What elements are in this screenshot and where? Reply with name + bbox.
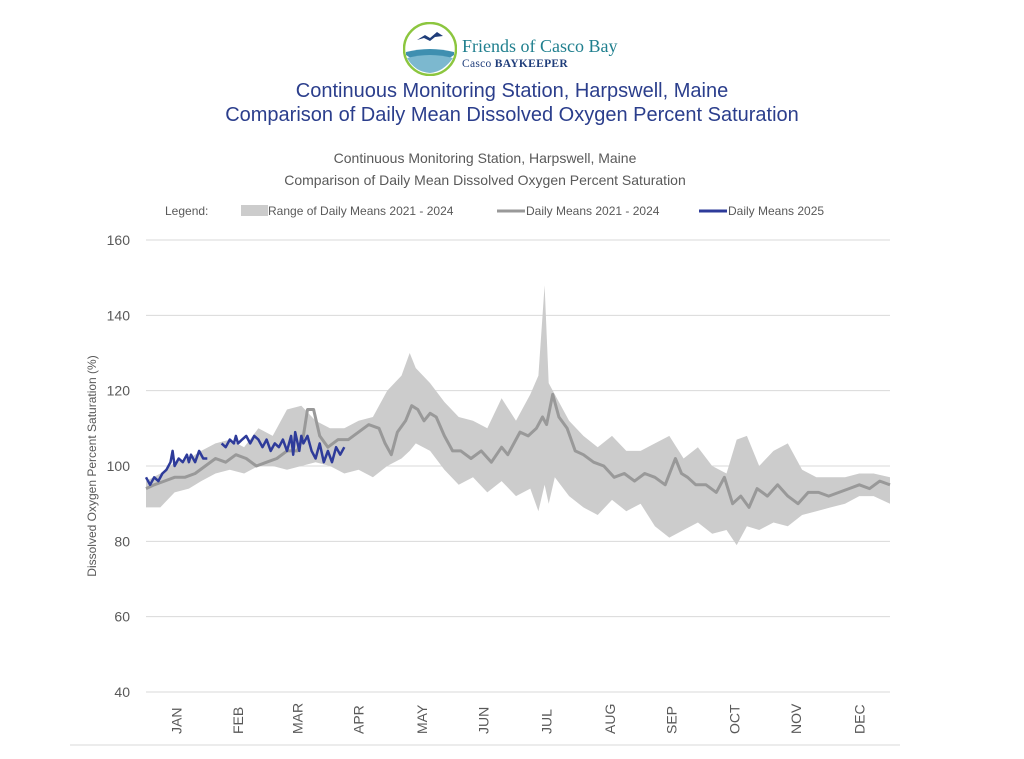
page-title-line2: Comparison of Daily Mean Dissolved Oxyge…	[225, 104, 799, 126]
x-tick-label-oct: OCT	[727, 704, 743, 734]
series-2025-segment-1	[144, 449, 208, 487]
legend-entry-range: Range of Daily Means 2021 - 2024	[268, 204, 454, 218]
y-tick-label: 40	[114, 684, 130, 700]
x-tick-label-feb: FEB	[230, 707, 246, 734]
logo-subtitle: Casco BAYKEEPER	[462, 58, 568, 70]
legend-entry-mean: Daily Means 2021 - 2024	[526, 204, 660, 218]
series-2025-segment-2	[220, 430, 346, 464]
logo-name: Friends of Casco Bay	[462, 36, 618, 56]
legend-label: Legend:	[165, 204, 208, 218]
x-tick-label-aug: AUG	[602, 704, 618, 734]
y-tick-label: 100	[107, 458, 131, 474]
chart-series	[144, 285, 891, 546]
x-tick-label-jan: JAN	[169, 708, 185, 734]
logo-subtitle-prefix: Casco	[462, 58, 492, 70]
x-tick-label-may: MAY	[414, 704, 430, 734]
chart-subtitle: Comparison of Daily Mean Dissolved Oxyge…	[284, 172, 686, 188]
x-tick-label-dec: DEC	[851, 704, 867, 734]
y-axis-label: Dissolved Oxygen Percent Saturation (%)	[85, 355, 99, 576]
x-tick-label-sep: SEP	[663, 706, 679, 734]
y-tick-label: 160	[107, 232, 131, 248]
y-tick-label: 60	[114, 609, 130, 625]
series-range-band	[146, 285, 890, 546]
x-tick-label-jul: JUL	[539, 709, 555, 734]
logo-emblem-icon	[403, 22, 457, 76]
legend-swatch-range	[241, 205, 268, 216]
x-tick-label-nov: NOV	[788, 703, 804, 734]
x-axis-tick-labels: JAN FEB MAR APR MAY JUN JUL AUG SEP OCT NOV DEC	[169, 703, 868, 734]
friends-of-casco-bay-logo: Friends of Casco Bay Casco BAYKEEPER	[403, 22, 633, 80]
x-tick-label-jun: JUN	[475, 707, 491, 734]
series-mean-2021-2024	[145, 392, 891, 509]
legend-entry-2025: Daily Means 2025	[728, 204, 824, 218]
page-title-line1: Continuous Monitoring Station, Harpswell…	[295, 80, 729, 102]
chart-legend: Legend: Range of Daily Means 2021 - 2024…	[165, 204, 824, 218]
y-axis-tick-labels: 40 60 80 100 120 140 160	[107, 232, 131, 700]
logo-subtitle-suffix: BAYKEEPER	[494, 58, 569, 70]
y-tick-label: 80	[114, 533, 130, 549]
x-tick-label-apr: APR	[351, 705, 367, 734]
chart-title: Continuous Monitoring Station, Harpswell…	[334, 150, 637, 166]
y-tick-label: 120	[107, 383, 131, 399]
x-tick-label-mar: MAR	[289, 703, 305, 734]
y-tick-label: 140	[107, 307, 131, 323]
